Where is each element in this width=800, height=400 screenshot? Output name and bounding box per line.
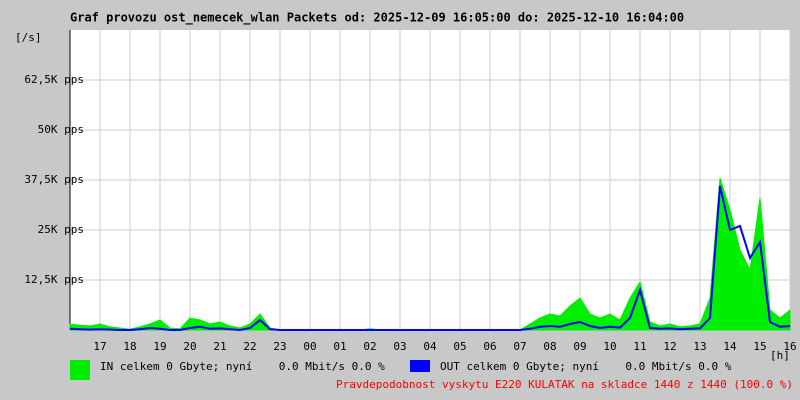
series-line (69, 185, 791, 332)
legend-swatch (70, 360, 90, 380)
x-tick-label: 16 (783, 340, 796, 353)
x-tick-label: 11 (633, 340, 646, 353)
x-tick-label: 03 (393, 340, 406, 353)
x-tick-label: 10 (603, 340, 616, 353)
legend-label: OUT celkem 0 Gbyte; nyní 0.0 Mbit/s 0.0 … (440, 360, 732, 373)
x-tick-label: 22 (243, 340, 256, 353)
x-tick-label: 23 (273, 340, 286, 353)
y-tick-label: 25K pps (38, 223, 84, 236)
x-tick-label: 15 (753, 340, 766, 353)
x-tick-label: 19 (153, 340, 166, 353)
x-tick-label: 12 (663, 340, 676, 353)
x-tick-label: 18 (123, 340, 136, 353)
x-tick-label: 21 (213, 340, 226, 353)
x-tick-label: 06 (483, 340, 496, 353)
x-tick-label: 04 (423, 340, 437, 353)
x-tick-label: 08 (543, 340, 556, 353)
y-tick-label: 62,5K pps (24, 73, 84, 86)
y-tick-label: 12,5K pps (24, 273, 84, 286)
y-unit: [/s] (15, 31, 42, 44)
chart-title: Graf provozu ost_nemecek_wlan Packets od… (70, 11, 684, 26)
x-tick-label: 14 (723, 340, 737, 353)
x-tick-label: 02 (363, 340, 376, 353)
x-tick-label: 20 (183, 340, 196, 353)
x-tick-label: 09 (573, 340, 586, 353)
legend-swatch (410, 360, 430, 372)
x-tick-label: 07 (513, 340, 526, 353)
footer-note: Pravdepodobnost vyskytu E220 KULATAK na … (336, 378, 793, 391)
x-tick-label: 01 (333, 340, 346, 353)
x-tick-label: 05 (453, 340, 466, 353)
x-tick-label: 13 (693, 340, 706, 353)
x-unit: [h] (770, 349, 790, 362)
x-tick-label: 17 (93, 340, 106, 353)
x-tick-label: 00 (303, 340, 316, 353)
y-tick-label: 37,5K pps (24, 173, 84, 186)
legend-label: IN celkem 0 Gbyte; nyní 0.0 Mbit/s 0.0 % (100, 360, 385, 373)
y-tick-label: 50K pps (38, 123, 84, 136)
